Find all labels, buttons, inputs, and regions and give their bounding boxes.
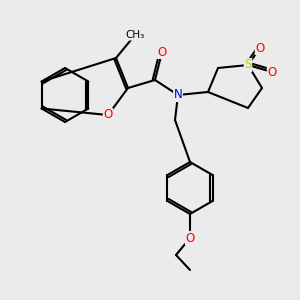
Text: S: S — [244, 58, 252, 71]
Text: CH₃: CH₃ — [125, 30, 145, 40]
Text: O: O — [103, 109, 112, 122]
Text: O: O — [158, 46, 166, 59]
Text: O: O — [267, 65, 277, 79]
Text: O: O — [255, 41, 265, 55]
Text: O: O — [185, 232, 195, 244]
Text: N: N — [174, 88, 182, 101]
